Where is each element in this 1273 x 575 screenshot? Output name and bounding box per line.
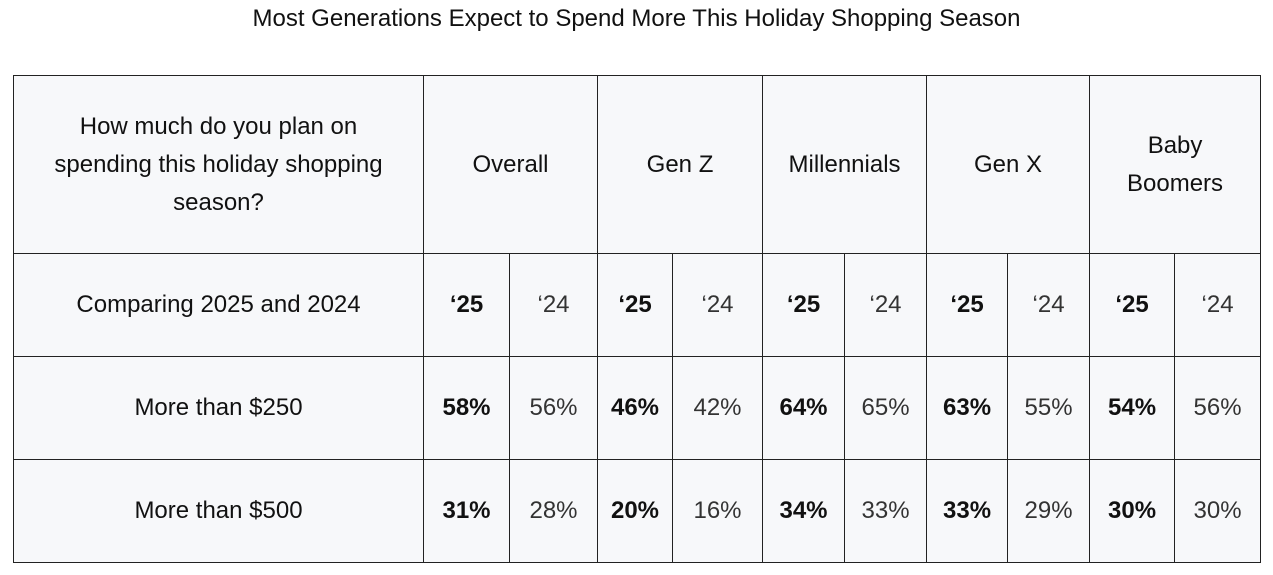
value-cell: 28% — [509, 459, 598, 563]
year-2024-millennials: ‘24 — [844, 253, 928, 357]
year-2025-gen-x: ‘25 — [926, 253, 1009, 357]
year-2024-overall: ‘24 — [509, 253, 598, 357]
group-header-gen-z: Gen Z — [596, 75, 764, 254]
question-header: How much do you plan on spending this ho… — [13, 75, 424, 254]
year-2024-gen-x: ‘24 — [1007, 253, 1091, 357]
table-row: More than $250 58% 56% 46% 42% 64% 65% 6… — [13, 356, 1262, 460]
header-row: How much do you plan on spending this ho… — [13, 75, 1262, 254]
spending-table: How much do you plan on spending this ho… — [13, 75, 1262, 563]
value-cell: 56% — [509, 356, 598, 460]
value-cell: 33% — [926, 459, 1009, 563]
year-row: Comparing 2025 and 2024 ‘25 ‘24 ‘25 ‘24 … — [13, 253, 1262, 357]
value-cell: 63% — [926, 356, 1009, 460]
value-cell: 54% — [1089, 356, 1176, 460]
value-cell: 16% — [671, 459, 764, 563]
chart-title: Most Generations Expect to Spend More Th… — [252, 5, 1021, 32]
value-cell: 29% — [1007, 459, 1091, 563]
group-header-millennials: Millennials — [762, 75, 928, 254]
table-row: More than $500 31% 28% 20% 16% 34% 33% 3… — [13, 459, 1262, 563]
value-cell: 34% — [762, 459, 846, 563]
value-cell: 64% — [762, 356, 846, 460]
value-cell: 20% — [597, 459, 673, 563]
year-2025-baby-boomers: ‘25 — [1089, 253, 1176, 357]
value-cell: 30% — [1089, 459, 1176, 563]
value-cell: 55% — [1007, 356, 1091, 460]
value-cell: 46% — [597, 356, 673, 460]
value-cell: 42% — [671, 356, 764, 460]
year-2025-overall: ‘25 — [423, 253, 510, 357]
value-cell: 65% — [844, 356, 928, 460]
comparison-label: Comparing 2025 and 2024 — [13, 253, 424, 357]
year-2024-baby-boomers: ‘24 — [1174, 253, 1262, 357]
value-cell: 31% — [423, 459, 510, 563]
value-cell: 33% — [844, 459, 928, 563]
row-label: More than $500 — [13, 459, 424, 563]
group-header-gen-x: Gen X — [926, 75, 1091, 254]
value-cell: 56% — [1174, 356, 1262, 460]
value-cell: 58% — [423, 356, 510, 460]
year-2025-gen-z: ‘25 — [597, 253, 673, 357]
value-cell: 30% — [1174, 459, 1262, 563]
year-2024-gen-z: ‘24 — [671, 253, 764, 357]
row-label: More than $250 — [13, 356, 424, 460]
group-header-overall: Overall — [423, 75, 598, 254]
group-header-baby-boomers: Baby Boomers — [1089, 75, 1262, 254]
year-2025-millennials: ‘25 — [762, 253, 846, 357]
